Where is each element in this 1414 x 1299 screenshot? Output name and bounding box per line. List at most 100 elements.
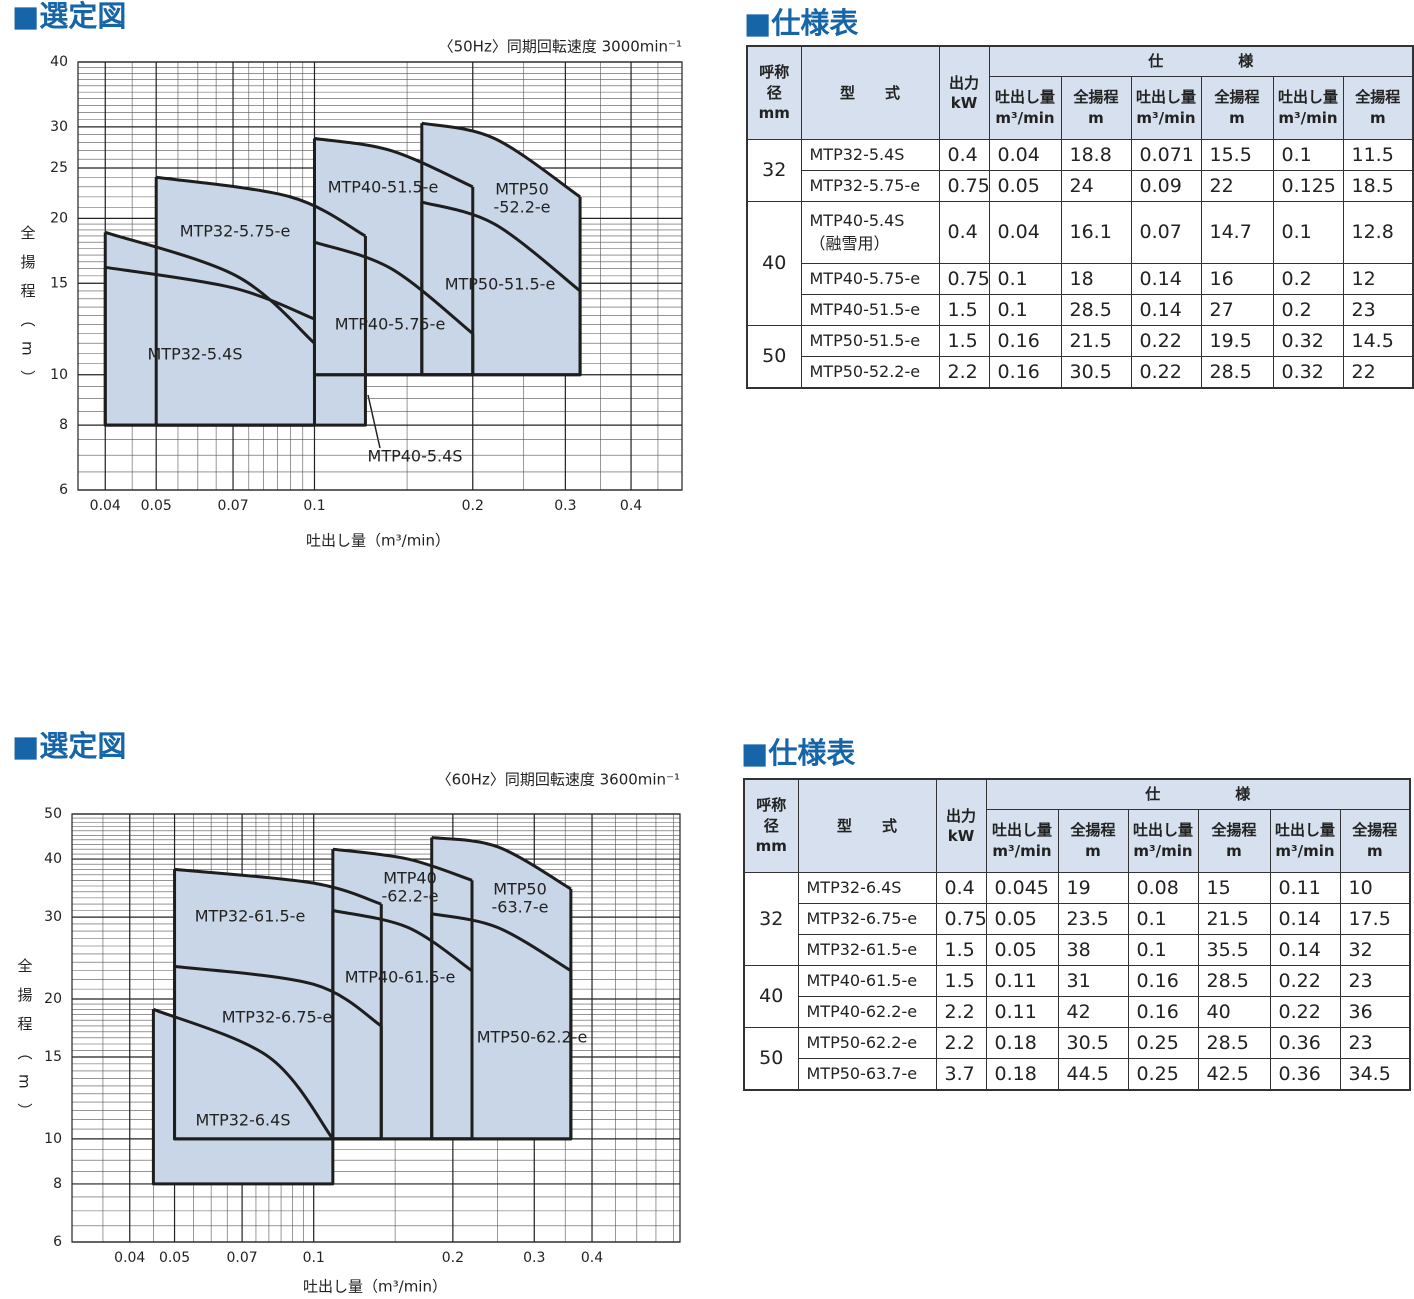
table-cell: 0.1 (1272, 200, 1344, 264)
x-tick-label: 0.05 (141, 498, 172, 514)
cell-text: 0.11 (994, 1000, 1037, 1023)
x-tick-label: 0.3 (523, 1250, 545, 1266)
cell-text: 0.14 (1139, 267, 1182, 290)
region-curve (313, 240, 474, 335)
cell-text: MTP50-52.2-e (809, 362, 921, 381)
header-cell: 型 式 (797, 778, 937, 873)
cell-text: 0.4 (944, 876, 975, 899)
cell-text: 21.5 (1069, 329, 1112, 352)
table-cell: 32 (1339, 933, 1411, 966)
cell-text: 0.32 (1281, 329, 1324, 352)
table-cell: 18.8 (1060, 138, 1132, 171)
cell-text: 19 (1066, 876, 1091, 899)
table-title: ■仕様表 (744, 6, 859, 40)
table-cell: 0.36 (1269, 1026, 1341, 1059)
region-edge (312, 138, 475, 377)
cell-text: 0.14 (1139, 298, 1182, 321)
header-cell: 出力 kW (938, 45, 990, 140)
cell-text: 14.7 (1209, 221, 1252, 243)
x-tick-label: 0.05 (159, 1250, 190, 1266)
table-cell: 30.5 (1060, 355, 1132, 388)
table-cell: 0.05 (985, 902, 1059, 935)
table-cell: 16 (1200, 262, 1274, 295)
table-cell: 28.5 (1060, 293, 1132, 326)
table-cell: 30.5 (1057, 1026, 1129, 1059)
cell-text: 0.22 (1278, 969, 1321, 992)
table-cell: 0.05 (988, 169, 1062, 202)
region-label: MTP50 (493, 880, 547, 899)
y-tick-label: 20 (50, 210, 68, 226)
region-label: -63.7-e (491, 898, 548, 917)
cell-text: 0.1 (1281, 221, 1312, 243)
region-label: MTP40-5.75-e (335, 315, 446, 334)
y-tick-label: 10 (50, 367, 68, 383)
table-cell: MTP40-51.5-e (800, 293, 940, 326)
table-cell: 0.22 (1130, 324, 1202, 357)
cell-text: 0.1 (997, 298, 1028, 321)
region-label: MTP32-6.75-e (222, 1008, 333, 1027)
table-cell: 1.5 (935, 933, 987, 966)
header-cell: 出力 kW (935, 778, 987, 873)
x-tick-label: 0.2 (462, 498, 484, 514)
cell-text: 0.22 (1278, 1000, 1321, 1023)
table-cell: 10 (1339, 871, 1411, 904)
cell-text: 0.045 (994, 876, 1049, 899)
table-cell: 0.32 (1272, 355, 1344, 388)
table-cell: 14.5 (1342, 324, 1414, 357)
cell-text: 0.4 (947, 143, 978, 166)
table-row: MTP40-5.75-e 0.75 0.1 18 0.14 16 0.2 12 (747, 262, 1414, 295)
cell-text: 15 (1206, 876, 1231, 899)
table-cell: MTP32-6.75-e (797, 902, 937, 935)
cell-text: MTP32-5.4S (809, 145, 905, 164)
header-text: 吐出し量 (1274, 821, 1335, 840)
x-axis-label: 吐出し量（m³/min） (303, 1278, 447, 1296)
cell-text: 0.11 (1278, 876, 1321, 899)
header-text: 吐出し量 (1135, 88, 1196, 107)
table-cell: 28.5 (1197, 1026, 1271, 1059)
table-cell: MTP50-51.5-e (800, 324, 940, 357)
cell-text: 0.25 (1136, 1031, 1179, 1054)
table-row: 50 MTP50-62.2-e 2.2 0.18 30.5 0.25 28.5 0.36 23 (743, 1026, 1411, 1090)
header-cell: 全揚程 m (1200, 75, 1274, 140)
table-row: MTP32-61.5-e 1.5 0.05 38 0.1 35.5 0.14 32 (744, 933, 1411, 966)
table-row: 32 MTP32-6.4S 0.4 0.045 19 0.08 15 0.11 10 (743, 871, 1411, 966)
region-label: MTP50-62.2-e (477, 1028, 588, 1047)
header-cell: 型 式 (800, 45, 940, 140)
header-row: 呼称径 mm 型 式出力 kW 仕 様 (746, 45, 1414, 140)
cell-text: 0.4 (947, 221, 978, 243)
table-cell: 0.1 (1127, 933, 1199, 966)
region-label: MTP50-51.5-e (445, 275, 556, 294)
cell-text: 12.8 (1351, 221, 1394, 243)
header-cell: 呼称径 mm (743, 778, 799, 873)
region-label: -62.2-e (381, 887, 438, 906)
x-tick-label: 0.1 (303, 498, 325, 514)
cell-text: 22 (1351, 360, 1376, 383)
table-cell: 18 (1060, 262, 1132, 295)
cell-text: 42 (1066, 1000, 1091, 1023)
table-cell: 0.045 (985, 871, 1059, 904)
header-text: 吐出し量 (1132, 821, 1193, 840)
table-cell: MTP32-61.5-e (797, 933, 937, 966)
table-cell: 14.7 (1200, 200, 1274, 264)
region-curve (332, 847, 473, 882)
table-cell: 0.11 (1269, 871, 1341, 904)
table-cell: 35.5 (1197, 933, 1271, 966)
table-cell: 0.22 (1130, 355, 1202, 388)
cell-text: 32 (1348, 938, 1373, 961)
region-curve (174, 964, 383, 1028)
header-text: 全揚程 (1352, 821, 1398, 840)
cell-text: 2.2 (944, 1000, 975, 1023)
x-tick-label: 0.07 (227, 1250, 258, 1266)
cell-text: 18.8 (1069, 143, 1112, 166)
region-edge (331, 910, 474, 1141)
region-label: -52.2-e (493, 198, 550, 217)
y-tick-label: 15 (44, 1049, 62, 1065)
y-tick-label: 6 (59, 482, 68, 498)
y-tick-label: 40 (44, 851, 62, 867)
region-curve (421, 200, 582, 293)
cell-text: 34.5 (1348, 1062, 1391, 1085)
y-tick-label: 8 (53, 1176, 62, 1192)
x-tick-label: 0.04 (90, 498, 121, 514)
y-tick-label: 8 (59, 417, 68, 433)
